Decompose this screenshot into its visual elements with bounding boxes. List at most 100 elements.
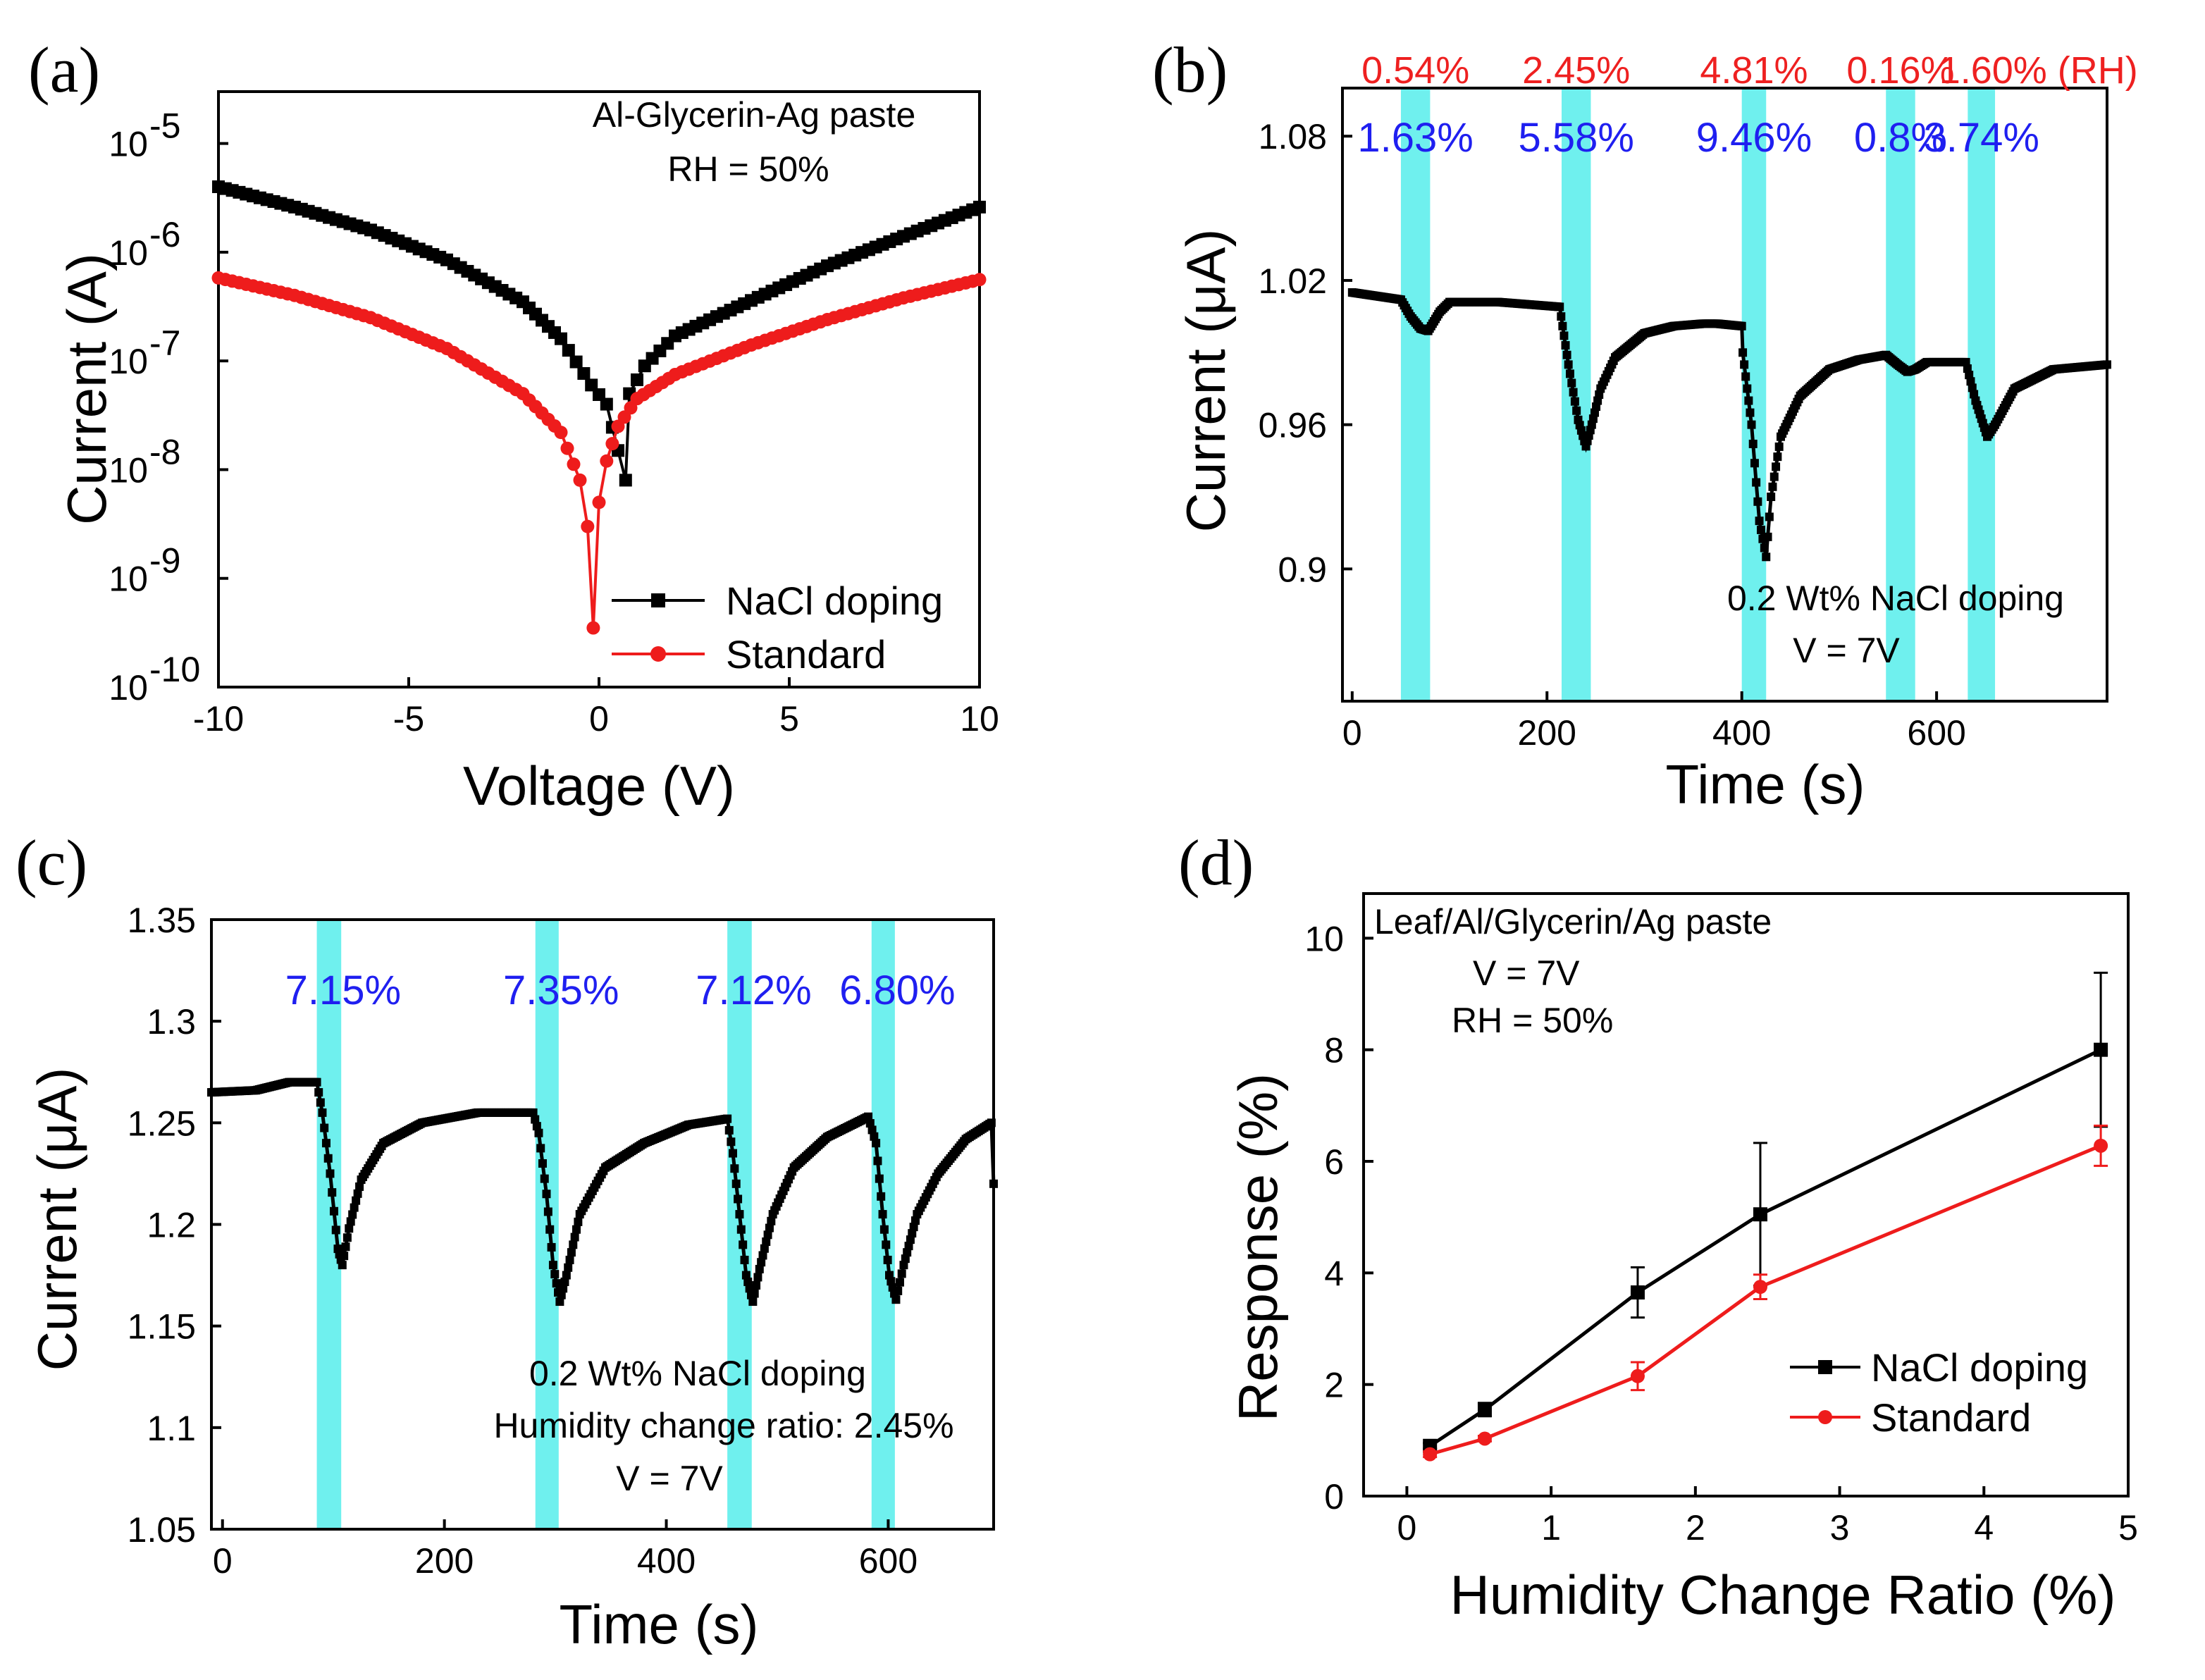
x-tick-label: 0 bbox=[1342, 713, 1362, 753]
data-point bbox=[743, 1277, 753, 1286]
data-point bbox=[538, 1159, 547, 1168]
data-point bbox=[730, 1164, 739, 1173]
data-point bbox=[904, 1242, 913, 1251]
data-point bbox=[1565, 369, 1574, 378]
data-point bbox=[1741, 372, 1750, 381]
data-point bbox=[757, 1258, 766, 1267]
data-point bbox=[548, 1261, 557, 1270]
panel-c-annotation-voltage: V = 7V bbox=[616, 1459, 723, 1498]
data-point bbox=[755, 1264, 764, 1273]
data-point bbox=[346, 1217, 355, 1226]
y-tick-label: 4 bbox=[1324, 1254, 1344, 1293]
panel-c-annotation-ratio: Humidity change ratio: 2.45% bbox=[493, 1406, 953, 1445]
data-point bbox=[908, 1229, 917, 1238]
data-point bbox=[631, 373, 643, 386]
panel-b-x-ticks: 0 200 400 600 bbox=[1342, 691, 1966, 753]
data-point bbox=[348, 1210, 357, 1219]
panel-b-plot-frame bbox=[1341, 87, 2108, 703]
x-tick-label: 400 bbox=[637, 1541, 696, 1581]
data-point bbox=[972, 273, 987, 287]
data-point bbox=[882, 1240, 891, 1249]
data-point bbox=[1477, 1402, 1492, 1417]
humidity-band bbox=[1886, 88, 1915, 701]
data-point bbox=[353, 1189, 362, 1198]
y-tick-label: 10 bbox=[1304, 919, 1344, 958]
y-tick-label: 10 bbox=[109, 342, 148, 381]
data-point bbox=[1555, 302, 1564, 311]
panel-b-rh-labels: 0.54% 2.45% 4.81% 0.16%1.60% (RH) bbox=[1361, 49, 2138, 92]
y-tick-label: 1.25 bbox=[128, 1104, 196, 1143]
data-point bbox=[577, 366, 591, 380]
data-point bbox=[605, 437, 619, 451]
panel-b-y-axis-title: Current (μA) bbox=[1175, 229, 1237, 533]
data-point bbox=[328, 1188, 337, 1197]
data-point bbox=[1630, 1285, 1645, 1300]
x-tick-label: 10 bbox=[960, 699, 999, 739]
data-point bbox=[1753, 1207, 1767, 1222]
data-point bbox=[1572, 406, 1581, 415]
x-tick-label: 5 bbox=[779, 699, 799, 739]
x-tick-label: 200 bbox=[415, 1541, 474, 1581]
data-point bbox=[1755, 517, 1764, 526]
panel-d-legend: NaCl doping Standard bbox=[1790, 1345, 2088, 1440]
panel-d-legend-standard: Standard bbox=[1871, 1395, 2031, 1440]
data-point bbox=[600, 397, 613, 411]
y-tick-label: 10 bbox=[109, 450, 148, 490]
data-point bbox=[867, 1125, 877, 1135]
x-tick-label: 4 bbox=[1974, 1508, 1994, 1548]
data-point bbox=[906, 1235, 915, 1244]
data-point bbox=[1773, 452, 1782, 462]
data-point bbox=[739, 1240, 748, 1249]
panel-c-x-ticks: 0 200 400 600 bbox=[213, 1519, 918, 1581]
panel-d-x-ticks: 0 1 2 3 4 5 bbox=[1397, 1486, 2138, 1548]
data-point bbox=[973, 200, 986, 214]
panel-a-annotation-rh: RH = 50% bbox=[667, 149, 829, 189]
data-point bbox=[1630, 1369, 1645, 1383]
data-point bbox=[562, 344, 575, 357]
data-point bbox=[569, 1240, 578, 1249]
response-label: 9.46% bbox=[1696, 115, 1812, 161]
rh-label: 0.54% bbox=[1361, 49, 1469, 92]
data-point bbox=[909, 1223, 918, 1232]
y-tick-label: 0.9 bbox=[1278, 550, 1327, 589]
response-label: 3.74% bbox=[1923, 115, 2039, 161]
x-tick-label: 0 bbox=[213, 1541, 233, 1581]
data-point bbox=[574, 1217, 583, 1226]
data-point bbox=[878, 1210, 887, 1219]
data-point bbox=[565, 1255, 574, 1264]
data-point bbox=[1753, 497, 1762, 506]
data-point bbox=[554, 426, 568, 440]
panel-a: (a) -10 -5 0 5 10 10-1010-910-810-710-610-5 … bbox=[28, 34, 999, 817]
data-point bbox=[312, 1077, 321, 1087]
data-point bbox=[1477, 1431, 1492, 1446]
data-point bbox=[600, 454, 614, 468]
x-tick-label: 200 bbox=[1518, 713, 1576, 753]
data-point bbox=[1740, 360, 1749, 369]
y-tick-label: 1.35 bbox=[128, 901, 196, 940]
data-point bbox=[555, 1297, 564, 1307]
data-point bbox=[767, 1216, 776, 1225]
panel-d-annotation-voltage: V = 7V bbox=[1473, 953, 1580, 993]
y-tick-label: 6 bbox=[1324, 1142, 1344, 1182]
humidity-band bbox=[316, 920, 342, 1529]
data-point bbox=[318, 1108, 327, 1117]
panel-b-annotation-doping: 0.2 Wt% NaCl doping bbox=[1727, 579, 2064, 618]
y-tick-label: 1.15 bbox=[128, 1307, 196, 1347]
data-point bbox=[734, 1194, 743, 1204]
y-tick-exponent: -6 bbox=[149, 215, 180, 254]
data-point bbox=[557, 1290, 566, 1299]
data-point bbox=[1737, 321, 1746, 331]
y-tick-label: 0 bbox=[1324, 1477, 1344, 1517]
panel-d-x-axis-title: Humidity Change Ratio (%) bbox=[1450, 1564, 2116, 1626]
panel-c-y-axis-title: Current (μA) bbox=[26, 1068, 88, 1371]
data-point bbox=[1774, 442, 1784, 451]
rh-label: 2.45% bbox=[1522, 49, 1630, 92]
x-tick-label: -10 bbox=[193, 699, 244, 739]
y-tick-label: 10 bbox=[109, 125, 148, 164]
data-point bbox=[901, 1254, 910, 1264]
data-point bbox=[534, 1128, 543, 1137]
data-point bbox=[724, 1125, 734, 1135]
response-label: 5.58% bbox=[1518, 115, 1633, 161]
response-label: 1.63% bbox=[1357, 115, 1473, 161]
data-point bbox=[570, 1233, 579, 1242]
